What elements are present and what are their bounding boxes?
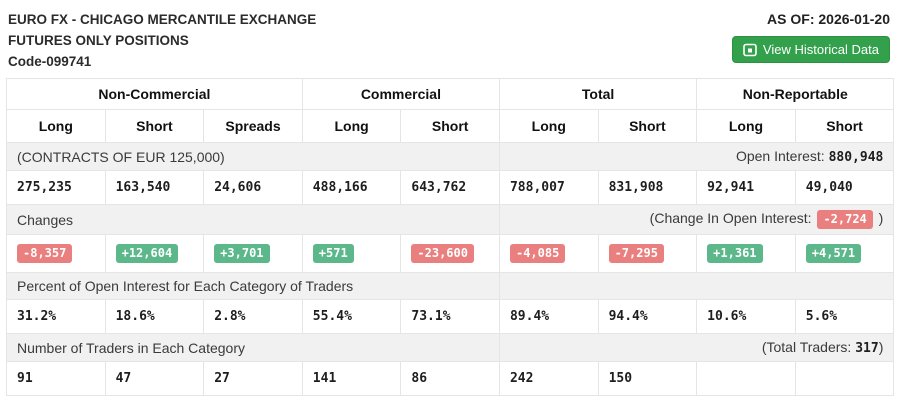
position-cell: 92,941 [696, 170, 796, 205]
change-open-interest-cell: (Change In Open Interest: -2,724 ) [498, 204, 895, 235]
col-noncomm-spreads: Spreads [203, 109, 303, 143]
percent-cell: 55.4% [301, 299, 402, 334]
change-cell: -23,600 [400, 234, 500, 273]
page-header: EURO FX - CHICAGO MERCANTILE EXCHANGE FU… [0, 0, 900, 76]
change-cell: +3,701 [203, 234, 303, 273]
change-badge: +571 [312, 244, 354, 263]
traders-band-row: Number of Traders in Each Category (Tota… [6, 333, 895, 362]
traders-cell-empty [696, 361, 796, 396]
traders-cell: 86 [400, 361, 500, 396]
traders-cell: 141 [301, 361, 402, 396]
change-badge: +1,361 [707, 244, 763, 263]
total-traders-value: 317 [855, 341, 879, 356]
total-traders-suffix: ) [878, 339, 884, 355]
percent-cell: 89.4% [498, 299, 599, 334]
change-badge: +4,571 [805, 244, 862, 263]
group-commercial: Commercial [301, 78, 500, 110]
view-historical-data-button[interactable]: View Historical Data [731, 36, 890, 63]
change-cell: +4,571 [794, 234, 895, 273]
change-cell: -4,085 [498, 234, 599, 273]
positions-row: 275,235 163,540 24,606 488,166 643,762 7… [6, 170, 895, 205]
traders-label: Number of Traders in Each Category [6, 333, 500, 362]
open-interest-value: 880,948 [828, 150, 884, 165]
change-oi-badge: -2,724 [817, 210, 873, 229]
percent-cell: 94.4% [597, 299, 698, 334]
group-header-row: Non-Commercial Commercial Total Non-Repo… [6, 78, 895, 110]
col-nonrep-short: Short [794, 109, 895, 143]
position-cell: 24,606 [203, 170, 303, 205]
changes-label: Changes [6, 204, 500, 235]
historical-data-icon [743, 43, 757, 57]
header-right: AS OF: 2026-01-20 View Historical Data [731, 9, 892, 63]
changes-band-row: Changes (Change In Open Interest: -2,724… [6, 204, 895, 235]
percent-cell: 2.8% [203, 299, 303, 334]
contract-code: Code-099741 [8, 54, 92, 69]
percent-band-row: Percent of Open Interest for Each Catego… [6, 272, 895, 300]
contracts-note: (CONTRACTS OF EUR 125,000) [6, 142, 500, 171]
change-cell: +1,361 [696, 234, 796, 273]
page-title: EURO FX - CHICAGO MERCANTILE EXCHANGE [8, 12, 317, 27]
cot-table: Non-Commercial Commercial Total Non-Repo… [6, 78, 895, 396]
contracts-band-row: (CONTRACTS OF EUR 125,000) Open Interest… [6, 142, 895, 171]
group-non-reportable: Non-Reportable [696, 78, 895, 110]
change-oi-suffix: ) [874, 210, 884, 227]
total-traders-cell: (Total Traders: 317) [498, 333, 895, 362]
change-badge: -4,085 [509, 244, 566, 263]
traders-cell: 27 [203, 361, 303, 396]
traders-cell: 47 [104, 361, 205, 396]
changes-row: -8,357 +12,604 +3,701 +571 -23,600 -4,08… [6, 234, 895, 273]
col-total-long: Long [498, 109, 599, 143]
col-total-short: Short [597, 109, 698, 143]
percent-cell: 73.1% [400, 299, 500, 334]
open-interest-label: Open Interest: [735, 148, 829, 164]
position-cell: 643,762 [400, 170, 500, 205]
traders-cell-empty [794, 361, 895, 396]
position-cell: 275,235 [6, 170, 106, 205]
col-comm-long: Long [301, 109, 402, 143]
as-of-date: AS OF: 2026-01-20 [767, 11, 890, 27]
position-cell: 831,908 [597, 170, 698, 205]
position-cell: 488,166 [301, 170, 402, 205]
position-cell: 788,007 [498, 170, 599, 205]
change-cell: +571 [301, 234, 402, 273]
percents-row: 31.2% 18.6% 2.8% 55.4% 73.1% 89.4% 94.4%… [6, 299, 895, 334]
col-nonrep-long: Long [696, 109, 796, 143]
percent-cell: 10.6% [696, 299, 796, 334]
group-non-commercial: Non-Commercial [6, 78, 303, 110]
percent-band-spacer [498, 272, 895, 300]
change-badge: -23,600 [411, 244, 474, 263]
total-traders-prefix: (Total Traders: [761, 339, 856, 355]
percent-cell: 31.2% [6, 299, 106, 334]
col-noncomm-long: Long [6, 109, 106, 143]
percent-label: Percent of Open Interest for Each Catego… [6, 272, 500, 300]
change-badge: -8,357 [17, 244, 73, 263]
position-cell: 163,540 [104, 170, 205, 205]
change-cell: +12,604 [104, 234, 205, 273]
col-noncomm-short: Short [104, 109, 205, 143]
view-historical-data-label: View Historical Data [762, 42, 879, 57]
percent-cell: 5.6% [794, 299, 895, 334]
traders-cell: 150 [597, 361, 698, 396]
change-cell: -7,295 [597, 234, 698, 273]
change-badge: +12,604 [115, 244, 179, 263]
title-block: EURO FX - CHICAGO MERCANTILE EXCHANGE FU… [8, 9, 316, 72]
traders-cell: 242 [498, 361, 599, 396]
page-subtitle: FUTURES ONLY POSITIONS [8, 33, 189, 48]
column-header-row: Long Short Spreads Long Short Long Short… [6, 109, 895, 143]
traders-row: 91 47 27 141 86 242 150 [6, 361, 895, 396]
col-comm-short: Short [400, 109, 500, 143]
position-cell: 49,040 [794, 170, 895, 205]
change-badge: +3,701 [214, 244, 270, 263]
change-badge: -7,295 [608, 244, 664, 263]
group-total: Total [498, 78, 698, 110]
traders-cell: 91 [6, 361, 106, 396]
change-oi-prefix: (Change In Open Interest: [649, 210, 816, 227]
change-cell: -8,357 [6, 234, 106, 273]
open-interest-cell: Open Interest: 880,948 [498, 142, 895, 171]
percent-cell: 18.6% [104, 299, 205, 334]
